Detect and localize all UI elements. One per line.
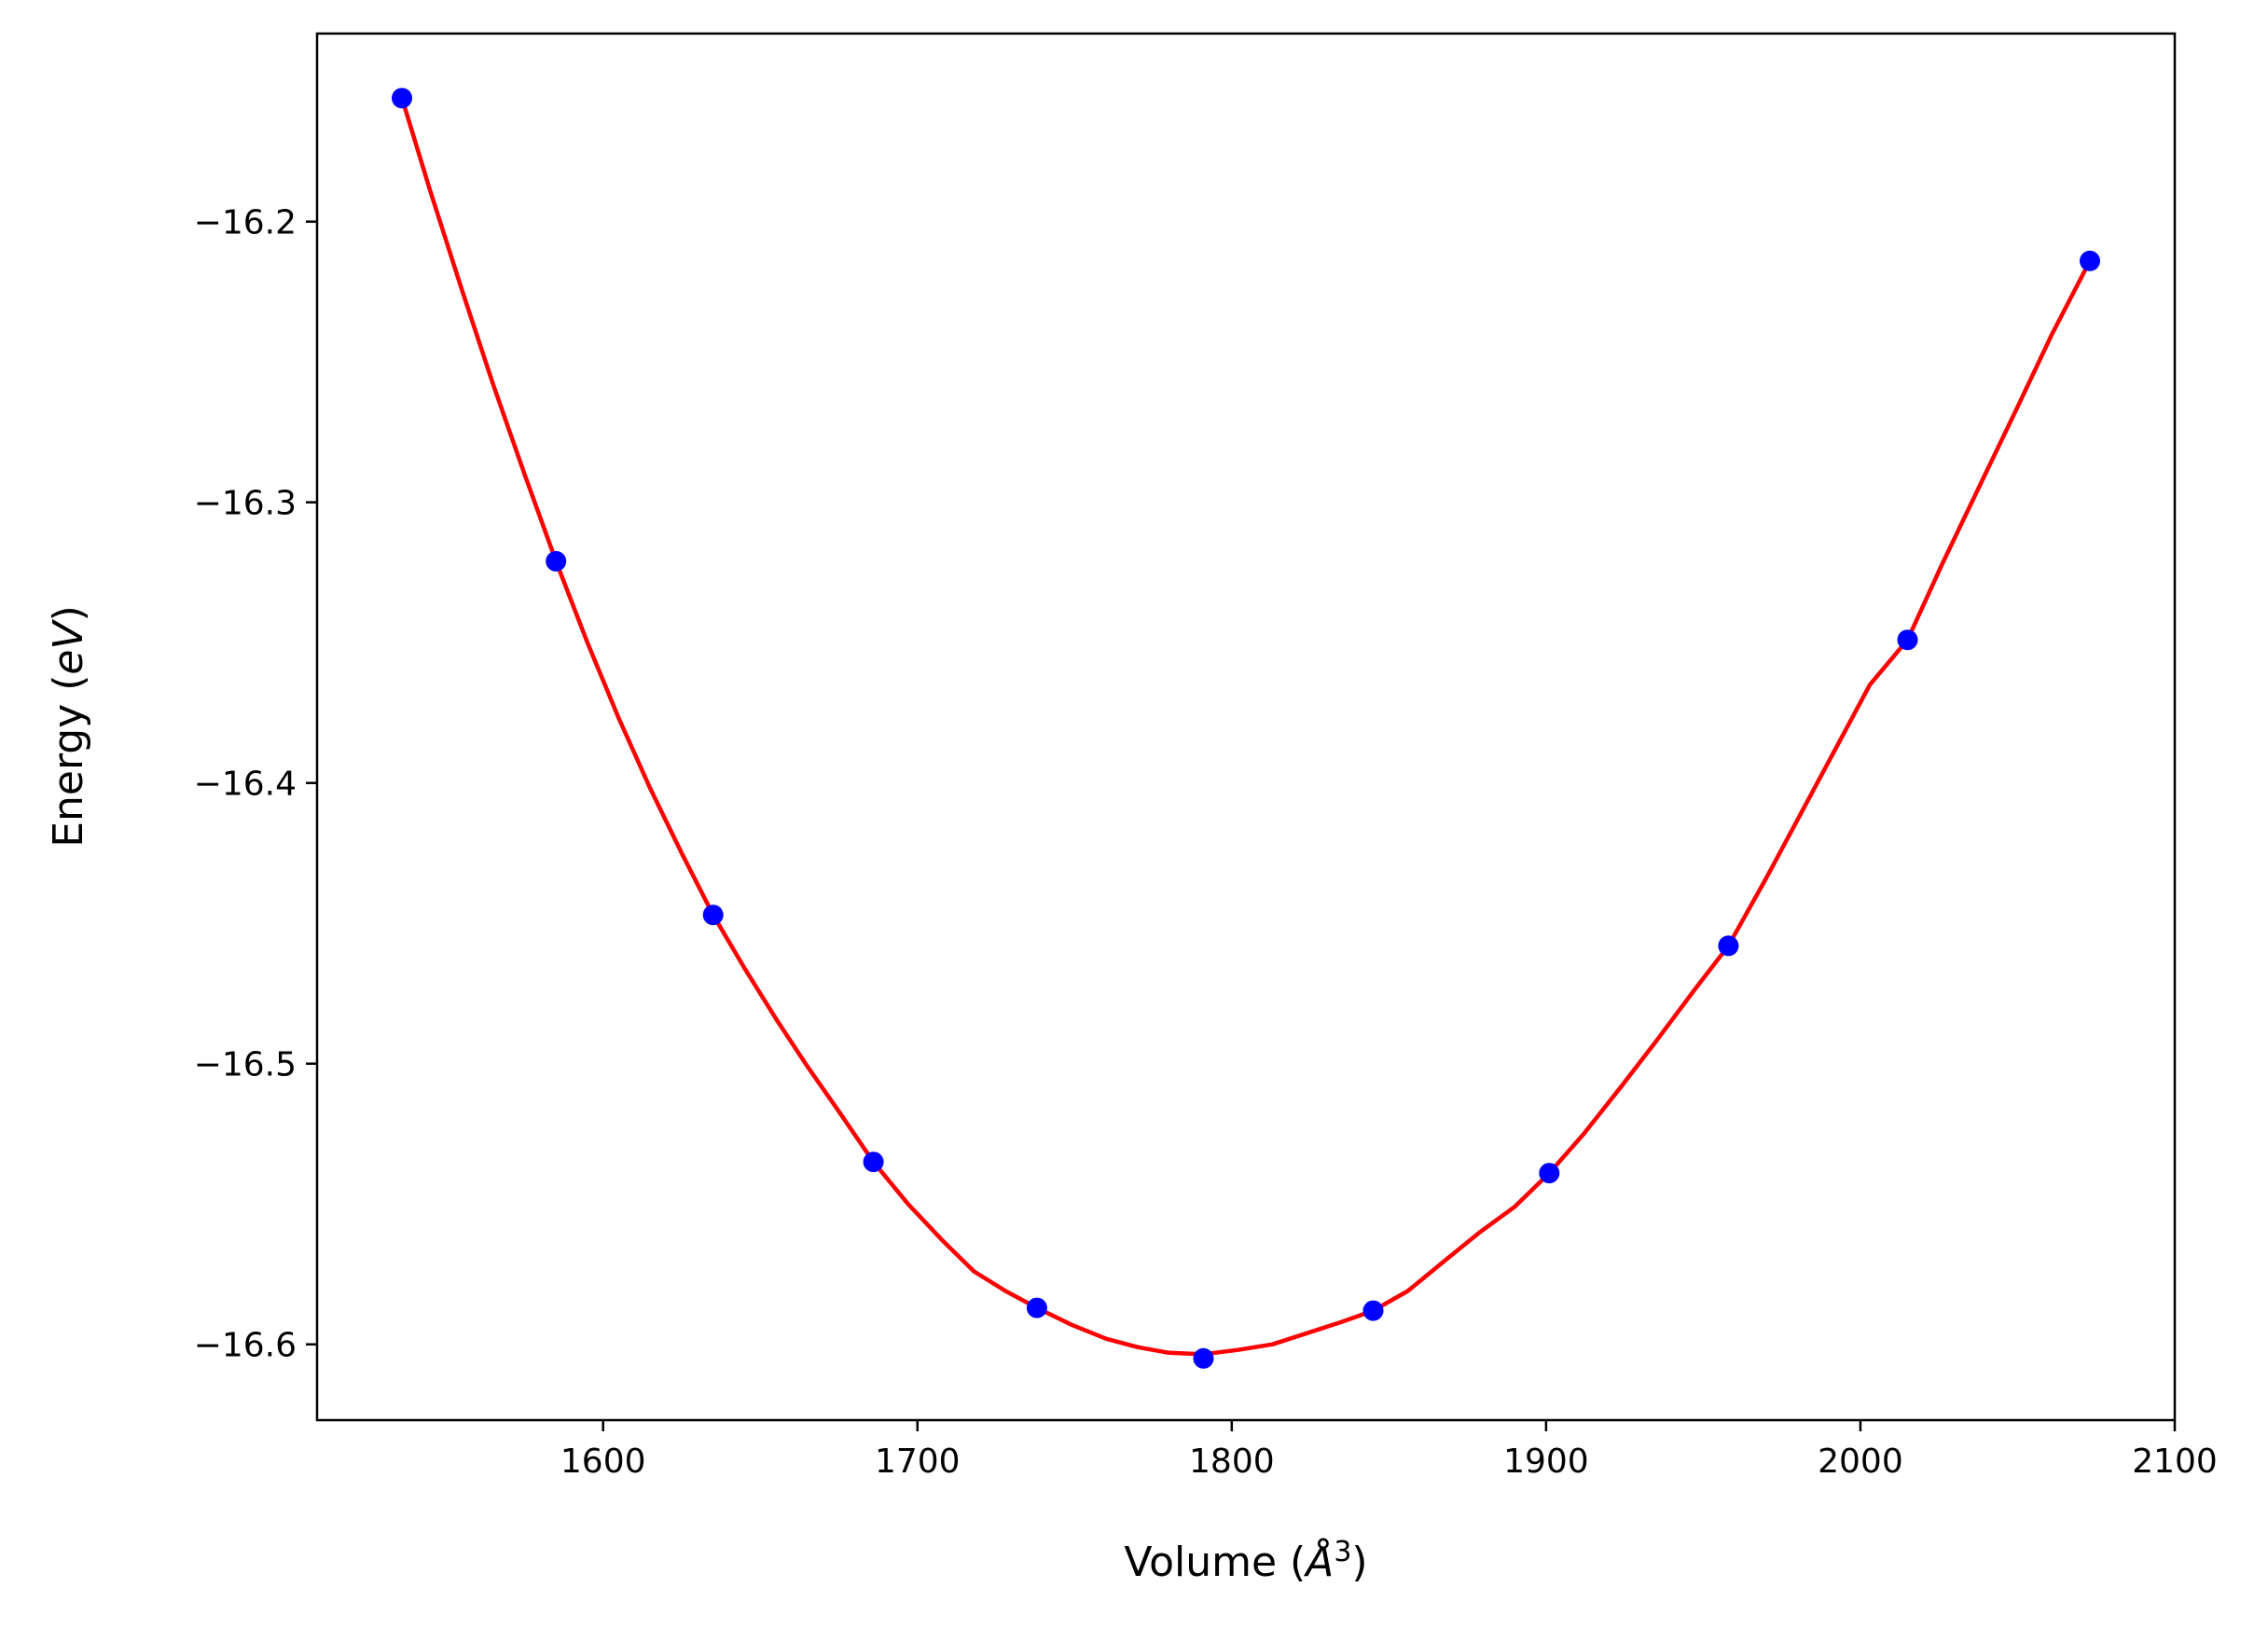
y-tick-label: −16.5 [194,1046,297,1084]
data-point [863,1152,884,1173]
data-point [546,550,567,572]
data-point [392,88,412,109]
data-point [1362,1300,1384,1321]
y-tick-label: −16.6 [194,1327,297,1365]
plot-frame [315,32,2177,1422]
axis-ticks: 1600 1700 1800 1900 2000 2100 −16.2 −16.3 −16.4 −… [194,204,2218,1481]
data-point [1539,1163,1560,1184]
y-tick-label: −16.4 [194,766,297,804]
y-tick-label: −16.3 [194,485,297,523]
data-point [1897,629,1918,651]
data-point [702,904,724,926]
plot-area [392,88,2100,1369]
data-point [2080,250,2100,271]
data-point [1718,935,1739,957]
x-tick-label: 1800 [1189,1443,1275,1481]
x-tick-label: 1900 [1503,1443,1589,1481]
x-tick-label: 1700 [875,1443,961,1481]
x-tick-label: 2100 [2132,1443,2218,1481]
data-point [1026,1297,1047,1318]
x-tick-label: 1600 [560,1443,646,1481]
y-tick-label: −16.2 [194,204,297,242]
x-axis-label: Volume (Å3) [1124,1536,1367,1586]
x-tick-label: 2000 [1818,1443,1903,1481]
y-axis-label: Energy (eV) [45,605,92,848]
data-point [1193,1347,1214,1369]
